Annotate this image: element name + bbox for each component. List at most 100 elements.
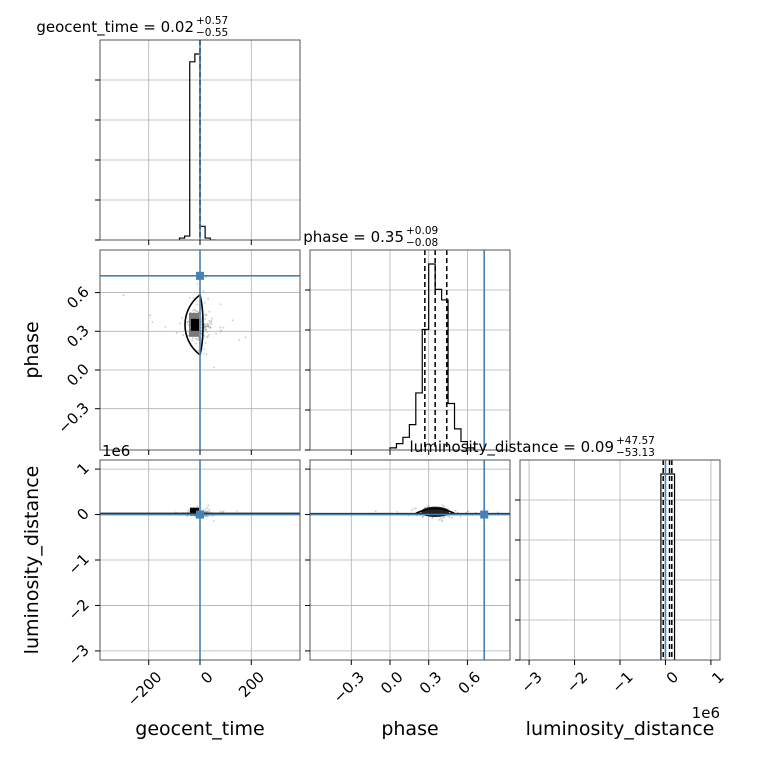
sample-point — [195, 303, 198, 306]
sample-point — [186, 321, 189, 324]
sample-point — [195, 310, 198, 313]
y-tick-label: 0.6 — [63, 283, 93, 313]
histogram-geocent_time — [178, 53, 216, 240]
panel-phase-phase — [305, 249, 511, 455]
sample-point — [193, 308, 196, 311]
sample-point — [447, 515, 449, 517]
sample-point — [208, 310, 211, 313]
x-tick-label: −200 — [124, 668, 166, 710]
sample-point — [212, 520, 215, 522]
sample-point — [421, 516, 424, 518]
sample-point — [450, 516, 453, 519]
sample-point — [197, 349, 200, 352]
panel-luminosity_distance-phase — [305, 459, 511, 665]
sample-point — [442, 516, 445, 519]
sample-point — [412, 507, 415, 510]
sample-point — [456, 511, 459, 514]
sample-point — [203, 313, 206, 316]
truth-marker — [480, 510, 489, 519]
offset-text-y: 1e6 — [102, 442, 130, 460]
panel-frame — [309, 249, 511, 451]
sample-point — [206, 322, 209, 325]
title-plus-phase: +0.09 — [406, 225, 438, 237]
title-geocent_time: geocent_time = 0.02 — [36, 18, 194, 37]
panels-layer — [95, 39, 721, 665]
sample-point — [164, 326, 167, 328]
sample-point — [443, 505, 446, 508]
sample-point — [415, 507, 417, 510]
histogram-phase — [389, 263, 475, 450]
y-tick-label: 0.3 — [63, 321, 93, 351]
sample-point — [411, 509, 413, 512]
x-tick-label: 0 — [663, 668, 682, 687]
title-minus-phase: −0.08 — [406, 237, 438, 249]
title-minus-luminosity_distance: −53.13 — [616, 447, 655, 459]
sample-point — [210, 317, 213, 320]
x-tick-label: 0.0 — [377, 668, 407, 698]
sample-point — [205, 328, 208, 331]
sample-point — [203, 348, 206, 351]
sample-point — [205, 276, 208, 279]
sample-point — [196, 505, 199, 507]
sample-point — [175, 331, 178, 334]
sample-point — [206, 506, 209, 509]
panel-geocent_time-geocent_time — [95, 39, 301, 245]
panel-luminosity_distance-luminosity_distance — [515, 459, 721, 665]
x-tick-label: −1 — [608, 668, 636, 696]
sample-point — [204, 318, 207, 320]
truth-marker — [196, 271, 204, 280]
panel-luminosity_distance-geocent_time — [95, 459, 301, 665]
sample-point — [205, 353, 208, 356]
contour — [415, 507, 455, 517]
sample-point — [215, 332, 217, 335]
sample-point — [208, 333, 211, 336]
sample-point — [122, 294, 125, 296]
x-tick-label: −3 — [517, 668, 545, 696]
sample-point — [182, 334, 185, 337]
sample-point — [203, 301, 206, 304]
sample-point — [195, 337, 198, 340]
sample-point — [201, 236, 203, 238]
y-tick-label: −2 — [64, 596, 92, 624]
y-tick-label: −1 — [64, 550, 92, 578]
sample-point — [206, 336, 208, 339]
sample-point — [244, 336, 247, 339]
x-tick-label: −2 — [563, 668, 591, 696]
title-minus-geocent_time: −0.55 — [196, 27, 228, 39]
sample-point — [205, 510, 208, 513]
sample-point — [219, 326, 222, 329]
sample-point — [231, 319, 234, 322]
sample-point — [207, 297, 210, 300]
title-phase: phase = 0.35 — [303, 228, 404, 246]
density-core — [190, 507, 199, 516]
sample-point — [438, 519, 440, 521]
sample-point — [238, 339, 240, 341]
sample-point — [194, 310, 197, 312]
y-tick-label: 1 — [73, 459, 92, 478]
sample-point — [396, 510, 399, 513]
sample-point — [220, 329, 223, 331]
x-tick-label: 0.3 — [416, 668, 446, 698]
sample-point — [210, 319, 213, 322]
sample-point — [188, 510, 191, 513]
sample-point — [219, 303, 222, 306]
sample-point — [222, 510, 225, 513]
y-axis-label-phase: phase — [21, 321, 43, 378]
offset-text-x: 1e6 — [692, 704, 720, 722]
sample-point — [208, 320, 211, 322]
x-tick-label: −0.3 — [330, 668, 368, 706]
sample-point — [202, 290, 205, 293]
sample-point — [200, 326, 203, 329]
sample-point — [194, 342, 197, 345]
sample-point — [447, 508, 450, 510]
sample-point — [496, 511, 499, 514]
density-core-dark — [191, 318, 199, 331]
sample-point — [181, 316, 183, 319]
sample-point — [206, 331, 209, 333]
y-tick-label: −3 — [64, 641, 92, 669]
y-tick-label: 0 — [73, 505, 92, 524]
sample-point — [187, 323, 190, 326]
sample-point — [187, 509, 190, 511]
sample-point — [191, 337, 194, 340]
x-tick-label: 200 — [235, 668, 268, 701]
